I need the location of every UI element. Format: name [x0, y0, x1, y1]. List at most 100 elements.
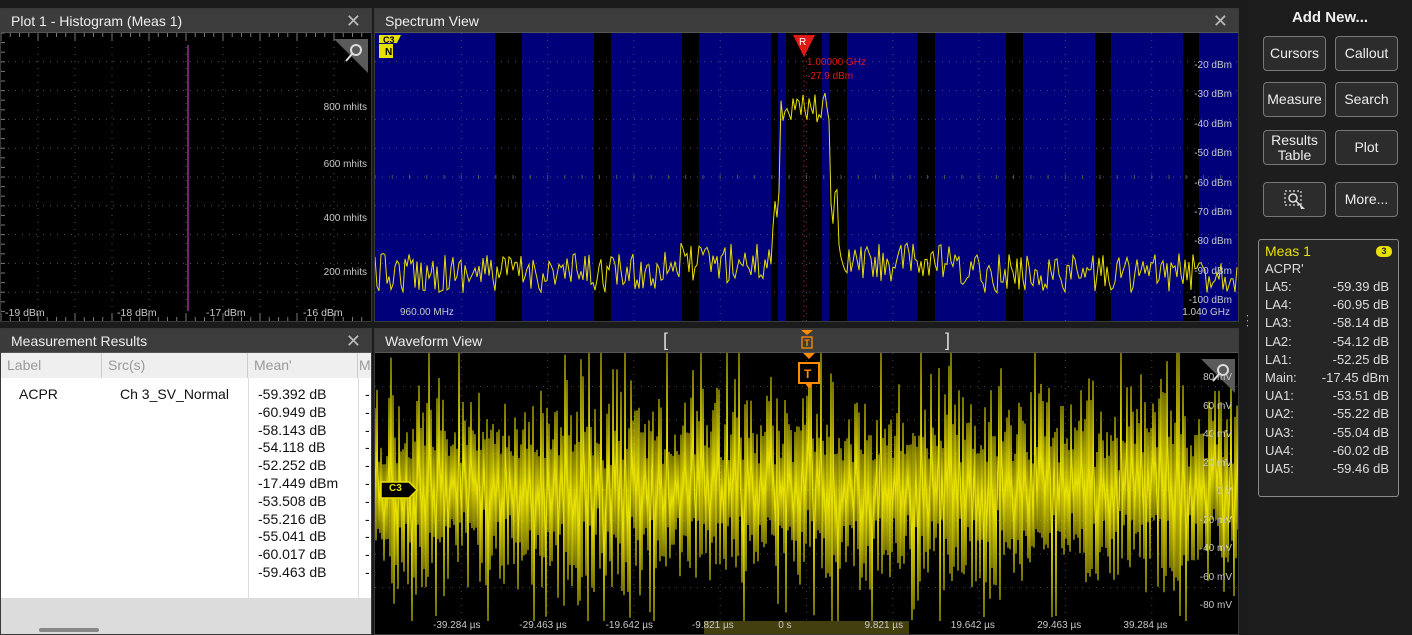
measurement-badge[interactable]: Meas 1 3 ACPR' LA5: -59.39 dB LA4: -60.95 d… — [1258, 239, 1399, 497]
spectrum-y-label: -70 dBm — [1194, 207, 1232, 218]
close-icon[interactable]: ✕ — [345, 331, 361, 351]
waveform-y-label: 20 mV — [1203, 457, 1232, 469]
mean-value: -17.449 dBm — [258, 474, 339, 491]
spectrum-plot[interactable] — [375, 33, 1238, 321]
truncated-cell: - — [365, 421, 370, 438]
spectrum-y-label: -100 dBm — [1188, 295, 1232, 307]
close-icon[interactable]: ✕ — [345, 11, 361, 31]
measure-button[interactable]: Measure — [1263, 82, 1326, 117]
spectrum-y-label: -40 dBm — [1194, 118, 1232, 130]
histogram-plot[interactable] — [1, 33, 371, 321]
column-header-more[interactable]: M — [358, 353, 371, 378]
trigger-marker-icon[interactable] — [798, 353, 820, 389]
badge-row-value: -60.02 dB — [1332, 442, 1389, 458]
waveform-title-bar[interactable]: Waveform View — [375, 329, 1238, 353]
badge-row: LA4: -60.95 dB — [1265, 296, 1389, 314]
spectrum-title-bar[interactable]: Spectrum View ✕ — [375, 9, 1238, 33]
zoom-select-button[interactable] — [1263, 182, 1326, 217]
waveform-trace — [375, 353, 1238, 622]
waveform-y-label: 40 mV — [1203, 429, 1232, 440]
cursors-button[interactable]: Cursors — [1263, 36, 1326, 71]
spectrum-trace — [375, 92, 1238, 294]
badge-row-key: LA5: — [1265, 279, 1292, 294]
right-sidebar: Add New... Cursors Callout Measure Searc… — [1248, 0, 1412, 635]
search-button[interactable]: Search — [1335, 82, 1398, 117]
badge-rows: LA5: -59.39 dB LA4: -60.95 dB LA3: -58.14 dB L… — [1265, 278, 1389, 478]
spectrum-panel: Spectrum View ✕ R C3 N 1.00000 GHz -27.9… — [374, 8, 1239, 322]
badge-row-value: -52.25 dB — [1332, 351, 1389, 367]
callout-button[interactable]: Callout — [1335, 36, 1398, 71]
badge-row: LA1: -52.25 dB — [1265, 351, 1389, 369]
waveform-x-label: -29.463 µs — [519, 620, 567, 631]
trigger-position-icon[interactable]: T — [799, 329, 815, 353]
column-header-mean[interactable]: Mean' — [248, 353, 358, 378]
magnifier-icon[interactable] — [334, 39, 368, 73]
magnifier-icon[interactable] — [1201, 359, 1235, 393]
badge-row-key: LA2: — [1265, 333, 1292, 349]
zoom-bracket-right[interactable]: ] — [945, 330, 951, 350]
close-icon[interactable]: ✕ — [1212, 11, 1228, 31]
measurement-results-title: Measurement Results — [11, 333, 148, 349]
badge-subtitle: ACPR' — [1265, 261, 1304, 276]
badge-row-value: -60.95 dB — [1332, 297, 1389, 313]
badge-row-key: LA3: — [1265, 315, 1292, 331]
results-table-button[interactable]: Results Table — [1263, 130, 1326, 165]
waveform-trigger-tag: T — [804, 367, 812, 381]
spectrum-title: Spectrum View — [385, 13, 479, 29]
badge-row-value: -17.45 dBm — [1321, 369, 1389, 385]
waveform-plot[interactable] — [375, 353, 1238, 634]
waveform-x-label: 0 s — [778, 620, 792, 631]
badge-row-value: -54.12 dB — [1332, 333, 1389, 349]
truncated-cell: - — [365, 563, 370, 580]
horizontal-scrollbar[interactable] — [1, 598, 371, 634]
measurement-results-title-bar[interactable]: Measurement Results ✕ — [1, 329, 371, 353]
waveform-channel-tag: C3 — [389, 483, 402, 494]
spectrum-y-label: -60 dBm — [1194, 177, 1232, 189]
mean-value: -60.949 dB — [258, 403, 327, 420]
column-header-label[interactable]: Label — [1, 353, 102, 378]
hist-x-label: -17 dBm — [206, 307, 246, 319]
hist-x-label: -19 dBm — [5, 307, 45, 319]
badge-row: LA5: -59.39 dB — [1265, 278, 1389, 296]
zoom-select-icon — [1283, 189, 1305, 209]
hist-y-label: 800 mhits — [323, 102, 367, 113]
hist-y-label: 400 mhits — [323, 213, 367, 224]
truncated-column: ----------- — [365, 386, 370, 582]
waveform-x-label: -39.284 µs — [433, 620, 481, 631]
plot-button[interactable]: Plot — [1335, 130, 1398, 165]
mean-value: -60.017 dB — [258, 546, 327, 563]
zoom-bracket-left[interactable]: [ — [663, 330, 669, 350]
truncated-cell: - — [365, 492, 370, 509]
results-table-body: ACPR Ch 3_SV_Normal -59.392 dB -60.949 dB… — [1, 378, 371, 598]
waveform-x-label: -9.821 µs — [691, 620, 734, 631]
column-header-source[interactable]: Src(s) — [102, 353, 248, 378]
splitter-handle[interactable]: ⋮ — [1241, 313, 1255, 332]
column-divider — [248, 378, 249, 598]
more-button[interactable]: More... — [1335, 182, 1398, 217]
waveform-x-label: 29.463 µs — [1037, 620, 1082, 631]
channel-badge[interactable] — [379, 35, 401, 58]
badge-row: UA1: -53.51 dB — [1265, 387, 1389, 405]
waveform-y-label: 60 mV — [1203, 400, 1232, 412]
badge-row-value: -58.14 dB — [1332, 315, 1389, 331]
scrollbar-thumb[interactable] — [39, 628, 99, 632]
badge-row-value: -55.22 dB — [1332, 406, 1389, 422]
badge-row-value: -55.04 dB — [1332, 424, 1389, 440]
channel-offset-badge[interactable] — [380, 481, 419, 499]
add-new-title: Add New... — [1291, 9, 1369, 26]
badge-channel: 3 — [1376, 246, 1392, 257]
mean-value: -54.118 dB — [258, 439, 326, 456]
waveform-x-label: 19.642 µs — [950, 620, 995, 631]
badge-row: UA4: -60.02 dB — [1265, 442, 1389, 460]
table-row-source[interactable]: Ch 3_SV_Normal — [120, 386, 229, 402]
table-row-label[interactable]: ACPR — [19, 386, 58, 402]
mean-value: -59.392 dB — [258, 386, 327, 402]
reference-marker-icon[interactable] — [793, 35, 815, 57]
truncated-cell: - — [365, 386, 370, 402]
waveform-y-label: -80 mV — [1199, 600, 1232, 611]
badge-row-key: LA4: — [1265, 297, 1292, 313]
zoom-region[interactable] — [704, 621, 909, 634]
histogram-title-bar[interactable]: Plot 1 - Histogram (Meas 1) ✕ — [1, 9, 371, 33]
truncated-cell: - — [365, 457, 370, 474]
truncated-cell: - — [365, 510, 370, 527]
